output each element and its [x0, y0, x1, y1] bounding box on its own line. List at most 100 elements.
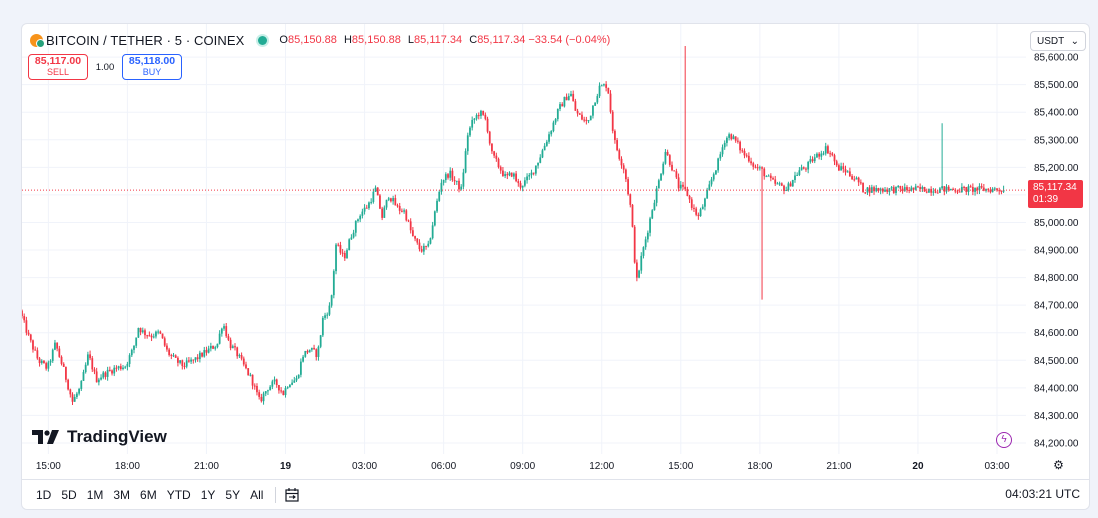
candle-body: [159, 331, 162, 334]
candle-body: [460, 186, 463, 190]
calendar-range-icon[interactable]: [284, 487, 300, 503]
utc-clock[interactable]: 04:03:21 UTC: [1005, 487, 1080, 501]
candle-body: [697, 214, 700, 217]
candle-body: [556, 108, 559, 120]
flash-icon[interactable]: ϟ: [996, 432, 1012, 448]
candle-body: [989, 189, 992, 193]
candle-body: [383, 207, 386, 218]
candle-body: [350, 237, 353, 240]
candle-body: [488, 131, 491, 144]
buy-price: 85,118.00: [128, 55, 176, 67]
candle-body: [829, 153, 832, 155]
timeframe-5d[interactable]: 5D: [61, 488, 77, 502]
last-price-tag: 85,117.34 01:39: [1028, 180, 1083, 209]
candle-body: [438, 191, 441, 201]
candle-body: [449, 170, 452, 178]
y-tick-label: 84,900.00: [1034, 246, 1079, 257]
timeframe-ytd[interactable]: YTD: [166, 488, 191, 502]
candle-body: [139, 327, 142, 333]
candle-body: [372, 191, 375, 202]
timeframe-1y[interactable]: 1Y: [200, 488, 216, 502]
candle-body: [618, 150, 621, 159]
low-label: L: [407, 34, 415, 46]
sell-button[interactable]: 85,117.00 SELL: [28, 54, 88, 80]
candle-body: [873, 187, 875, 192]
currency-select[interactable]: USDT ⌄: [1030, 31, 1086, 51]
candle-body: [901, 188, 904, 192]
candle-body: [45, 363, 48, 369]
candle-body: [679, 184, 682, 189]
candle-body: [392, 198, 395, 202]
candle-body: [936, 192, 939, 194]
candle-body: [794, 175, 796, 181]
candle-body: [185, 360, 188, 367]
candle-body: [980, 186, 983, 188]
candle-body: [453, 180, 456, 182]
x-tick-label: 19: [280, 461, 292, 472]
timeframe-5y[interactable]: 5Y: [225, 488, 241, 502]
last-price-value: 85,117.34: [1033, 182, 1077, 194]
candle-body: [297, 374, 300, 379]
candle-body: [117, 366, 120, 369]
candle-body: [102, 372, 105, 378]
candle-body: [673, 170, 676, 172]
candlestick-chart[interactable]: 84,200.00 84,300.00 84,400.00 84,500.00 84,6…: [22, 24, 1089, 509]
y-tick-label: 84,600.00: [1034, 328, 1079, 339]
candle-body: [442, 180, 445, 183]
candle-body: [545, 141, 548, 146]
candle-body: [677, 177, 680, 189]
timeframe-all[interactable]: All: [250, 488, 264, 502]
timeframe-6m[interactable]: 6M: [140, 488, 157, 502]
candle-body: [978, 186, 981, 191]
gear-icon[interactable]: ⚙: [1053, 458, 1064, 472]
market-status-icon[interactable]: [258, 35, 268, 45]
timeframe-3m[interactable]: 3M: [113, 488, 131, 502]
candle-body: [86, 354, 89, 365]
candle-body: [706, 190, 709, 199]
candle-body: [433, 211, 436, 226]
timeframe-1d[interactable]: 1D: [36, 488, 52, 502]
y-tick-label: 85,300.00: [1034, 135, 1079, 146]
candle-body: [181, 360, 184, 367]
candle-body: [299, 361, 302, 375]
buy-button[interactable]: 85,118.00 BUY: [122, 54, 182, 80]
candle-body: [258, 392, 261, 397]
candle-body: [385, 199, 388, 208]
candle-body: [570, 93, 572, 97]
symbol-title[interactable]: BITCOIN / TETHER · 5 · COINEX: [46, 32, 245, 48]
toolbar-divider: [275, 487, 277, 503]
candle-body: [420, 249, 423, 252]
candle-body: [635, 262, 638, 278]
logo-text: TradingView: [67, 427, 167, 446]
tradingview-logo[interactable]: TradingView: [32, 427, 167, 447]
candle-body: [561, 104, 564, 107]
candle-body: [532, 172, 535, 174]
candle-body: [776, 183, 779, 185]
candle-body: [82, 372, 85, 381]
candle-body: [29, 334, 32, 341]
candle-body: [1000, 190, 1003, 192]
candle-body: [187, 360, 190, 362]
candle-body: [923, 187, 926, 192]
candle-body: [73, 396, 76, 402]
candle-body: [67, 379, 70, 390]
close-label: C: [469, 34, 478, 46]
chart-panel: 84,200.00 84,300.00 84,400.00 84,500.00 84,6…: [21, 23, 1090, 510]
candle-body: [422, 245, 425, 252]
candle-body: [644, 239, 647, 248]
candle-body: [363, 207, 366, 212]
candle-body: [212, 345, 214, 349]
candle-body: [761, 167, 763, 169]
candle-body: [578, 113, 581, 115]
candle-body: [668, 155, 671, 165]
buy-label: BUY: [142, 67, 162, 77]
candle-body: [137, 327, 140, 338]
candle-body: [912, 187, 915, 190]
y-tick-label: 85,200.00: [1034, 163, 1079, 174]
candle-body: [190, 359, 192, 362]
high-value: 85,150.88: [351, 34, 401, 46]
candle-body: [275, 379, 278, 386]
candle-body: [163, 338, 166, 346]
timeframe-1m[interactable]: 1M: [86, 488, 104, 502]
bitcoin-tether-icon: [30, 33, 45, 48]
